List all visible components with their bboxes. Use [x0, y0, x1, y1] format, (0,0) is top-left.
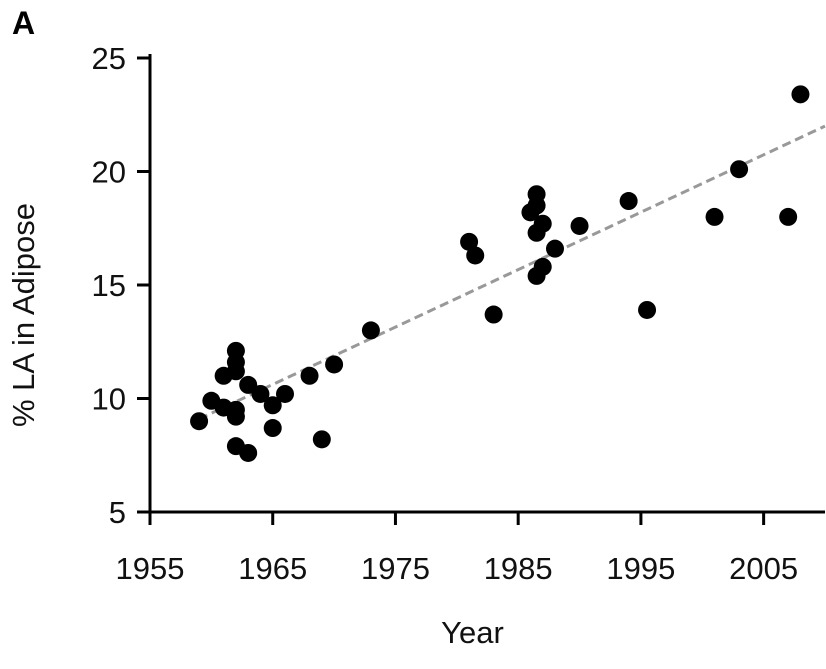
- data-point: [533, 214, 552, 233]
- data-point: [312, 430, 331, 449]
- data-point: [527, 196, 546, 215]
- data-point: [791, 85, 810, 104]
- data-point: [276, 384, 294, 403]
- x-tick-label: 2005: [729, 551, 798, 586]
- data-point: [361, 321, 380, 340]
- data-point: [325, 355, 344, 374]
- data-point: [226, 407, 245, 426]
- data-point: [705, 207, 724, 226]
- data-point: [546, 239, 564, 258]
- x-tick-label: 1955: [116, 551, 185, 586]
- data-point: [300, 366, 319, 385]
- x-tick-label: 1965: [238, 551, 307, 586]
- y-tick-label: 20: [92, 155, 126, 190]
- data-point: [619, 192, 638, 211]
- data-point: [570, 216, 589, 235]
- y-tick-label: 10: [92, 382, 126, 417]
- data-point: [263, 419, 282, 438]
- data-point: [190, 412, 209, 431]
- data-point: [484, 305, 503, 324]
- data-point: [466, 246, 485, 265]
- data-point: [251, 384, 270, 403]
- data-point: [779, 207, 798, 226]
- x-tick-label: 1985: [484, 551, 553, 586]
- data-point: [533, 257, 552, 276]
- x-tick-label: 1995: [606, 551, 675, 586]
- x-axis-title: Year: [441, 615, 504, 650]
- y-tick-label: 15: [92, 268, 126, 303]
- data-point: [638, 300, 657, 319]
- data-point: [239, 443, 258, 462]
- y-tick-label: 25: [92, 41, 126, 76]
- y-tick-label: 5: [109, 495, 126, 530]
- x-tick-label: 1975: [361, 551, 430, 586]
- points-layer: [190, 85, 810, 462]
- panel-label: A: [12, 5, 35, 41]
- data-point: [460, 232, 479, 251]
- data-point: [226, 362, 245, 381]
- data-point: [730, 160, 749, 179]
- data-point: [239, 375, 258, 394]
- data-point: [263, 396, 282, 415]
- axes-layer: 5 10 15 20 25 1955 1965 1975 1985 1995 2005: [92, 41, 825, 586]
- y-axis-title: % LA in Adipose: [6, 203, 41, 427]
